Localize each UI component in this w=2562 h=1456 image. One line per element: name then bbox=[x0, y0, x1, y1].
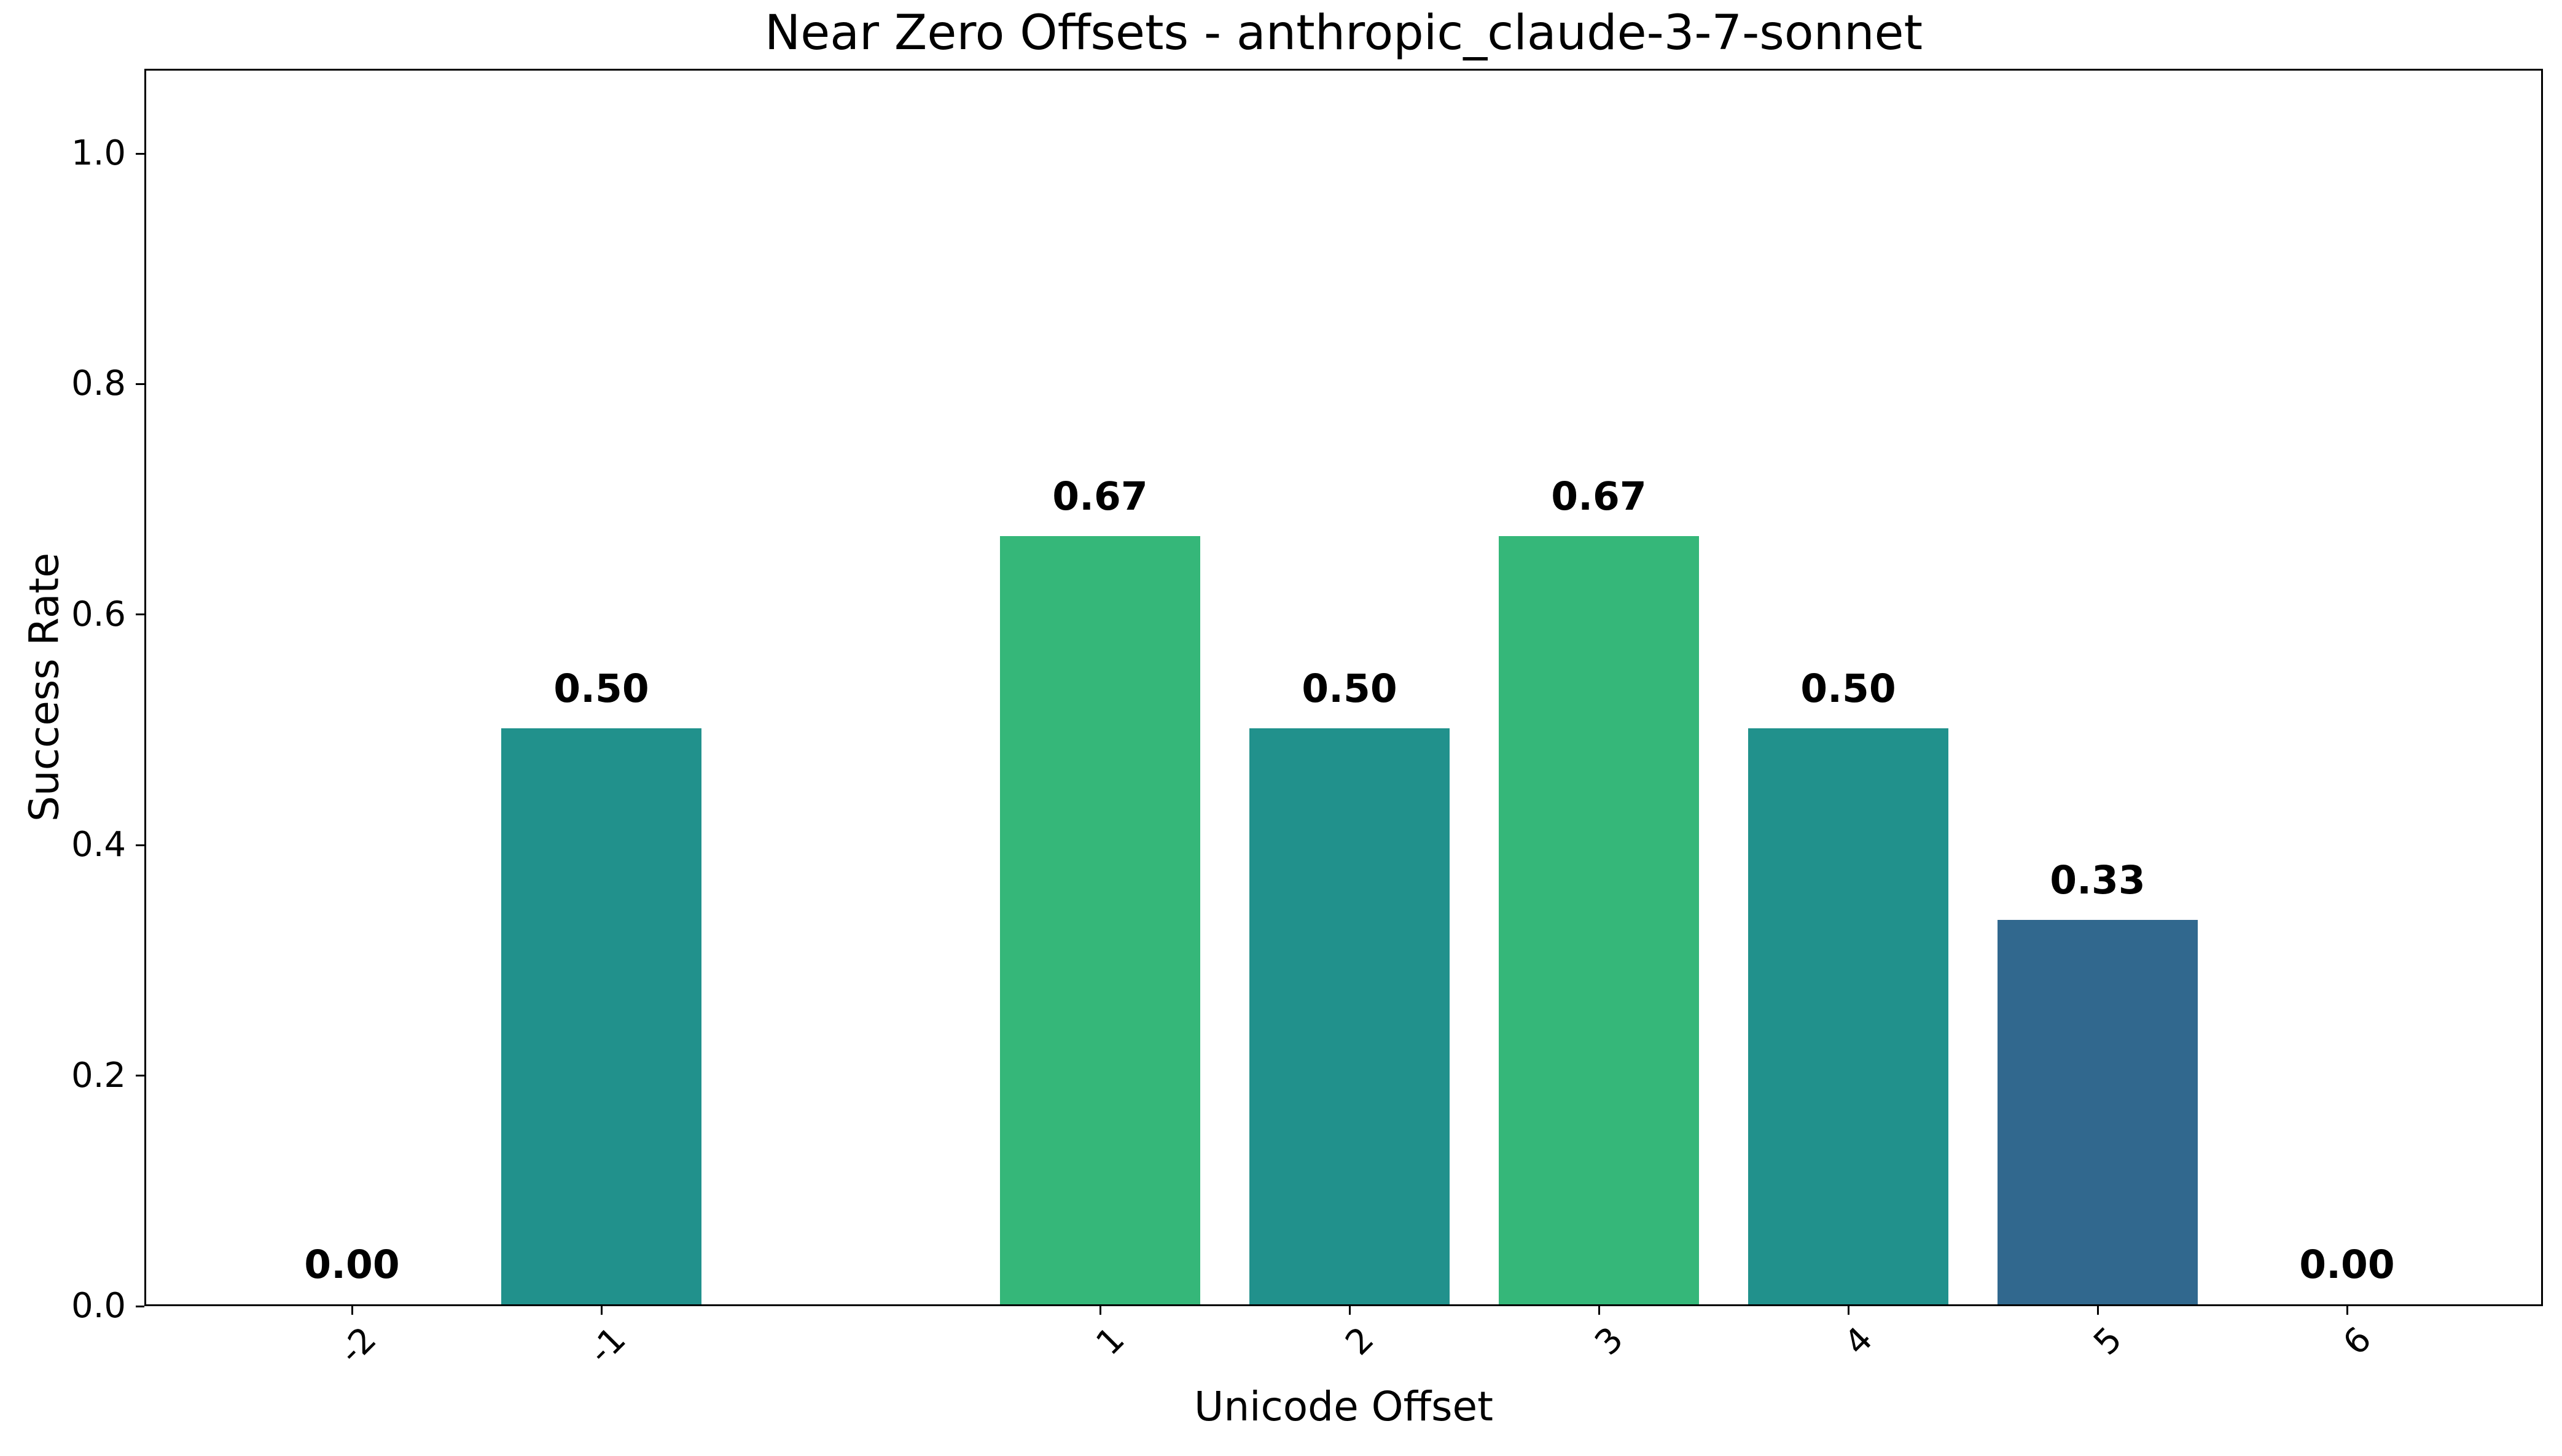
bar-value-label: 0.00 bbox=[304, 1242, 400, 1287]
x-tick-mark bbox=[1348, 1306, 1351, 1315]
bar-value-label: 0.00 bbox=[2299, 1242, 2395, 1287]
x-tick-mark bbox=[2346, 1306, 2348, 1315]
bar-value-label: 0.50 bbox=[553, 666, 649, 711]
y-tick-mark bbox=[136, 1305, 144, 1307]
chart-title: Near Zero Offsets - anthropic_claude-3-7… bbox=[764, 6, 1923, 61]
y-axis-label: Success Rate bbox=[20, 553, 68, 822]
y-tick-mark bbox=[136, 613, 144, 616]
y-tick-label: 0.4 bbox=[71, 825, 126, 865]
bar bbox=[1748, 728, 1948, 1304]
x-tick-mark bbox=[600, 1306, 603, 1315]
x-axis-label: Unicode Offset bbox=[1194, 1383, 1493, 1430]
y-tick-mark bbox=[136, 383, 144, 385]
bar bbox=[1998, 920, 2198, 1304]
bar bbox=[1000, 535, 1200, 1304]
y-tick-label: 0.0 bbox=[71, 1286, 126, 1326]
bar-value-label: 0.50 bbox=[1302, 666, 1397, 711]
y-tick-label: 1.0 bbox=[71, 133, 126, 173]
y-tick-label: 0.8 bbox=[71, 364, 126, 404]
x-tick-mark bbox=[351, 1306, 353, 1315]
bar-value-label: 0.33 bbox=[2050, 858, 2146, 903]
plot-area: 0.00 0.50 0.67 0.50 0.67 0.50 0.33 0.00 bbox=[144, 69, 2543, 1306]
bar bbox=[1499, 535, 1699, 1304]
x-tick-mark bbox=[2096, 1306, 2099, 1315]
x-tick-mark bbox=[1598, 1306, 1600, 1315]
x-tick-mark bbox=[1847, 1306, 1849, 1315]
y-tick-label: 0.2 bbox=[71, 1055, 126, 1096]
y-tick-mark bbox=[136, 1075, 144, 1077]
y-tick-label: 0.6 bbox=[71, 594, 126, 634]
bar-value-label: 0.50 bbox=[1800, 666, 1896, 711]
x-tick-mark bbox=[1099, 1306, 1101, 1315]
bar-value-label: 0.67 bbox=[1551, 473, 1647, 519]
bar bbox=[1249, 728, 1450, 1304]
bar-value-label: 0.67 bbox=[1052, 473, 1148, 519]
y-tick-mark bbox=[136, 844, 144, 846]
y-tick-mark bbox=[136, 152, 144, 155]
bar bbox=[501, 728, 701, 1304]
